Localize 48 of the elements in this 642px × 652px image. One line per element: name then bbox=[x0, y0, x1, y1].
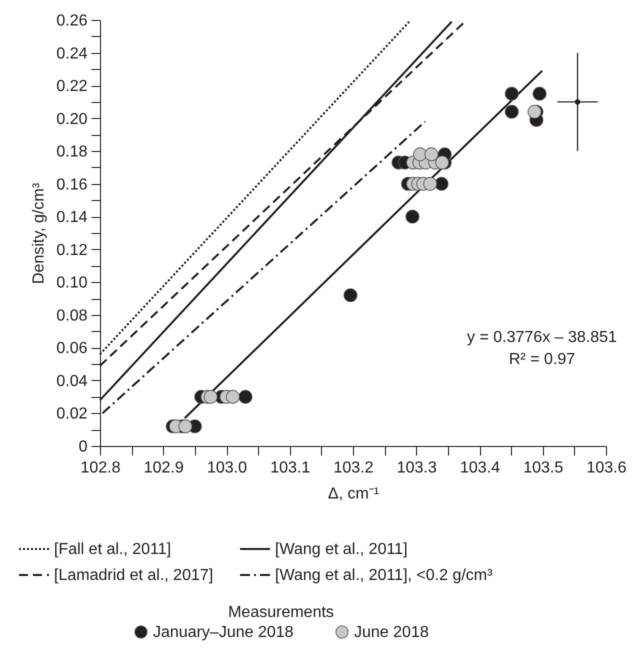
x-tick-label: 102.9 bbox=[144, 460, 184, 476]
point bbox=[435, 156, 450, 170]
point bbox=[434, 176, 448, 191]
y-tick-label: 0.18 bbox=[56, 144, 88, 161]
y-tick-label: 0.22 bbox=[56, 78, 88, 96]
point bbox=[344, 288, 358, 302]
x-tick-label: 103.3 bbox=[396, 460, 437, 476]
legend-label: [Wang et al., 2011], <0.2 g/cm³ bbox=[275, 567, 494, 584]
point bbox=[413, 147, 427, 162]
annotation: y = 0.3776x – 38.851 bbox=[467, 329, 618, 346]
point bbox=[406, 210, 420, 224]
legend-title: Measurements bbox=[228, 604, 334, 621]
y-tick-label: 0.04 bbox=[56, 372, 88, 390]
y-axis-title: Density, g/cm³ bbox=[30, 182, 48, 284]
y-tick-label: 0.20 bbox=[56, 110, 88, 128]
legend-label: [Wang et al., 2011] bbox=[275, 541, 408, 558]
point bbox=[226, 390, 240, 404]
point bbox=[504, 104, 519, 119]
x-tick-label: 103.2 bbox=[333, 460, 374, 476]
annotation: R² = 0.97 bbox=[508, 351, 576, 368]
legend-label: June 2018 bbox=[354, 624, 429, 641]
point bbox=[424, 147, 438, 162]
point bbox=[178, 419, 192, 434]
y-tick-label: 0.10 bbox=[56, 274, 88, 292]
point bbox=[423, 176, 438, 191]
y-tick-label: 0.06 bbox=[56, 340, 88, 358]
y-tick-label: 0.12 bbox=[56, 242, 88, 259]
x-tick-label: 103.5 bbox=[523, 460, 564, 476]
x-tick-label: 103.4 bbox=[460, 460, 500, 476]
point bbox=[204, 390, 218, 404]
x-tick-label: 103.1 bbox=[270, 460, 310, 476]
y-tick-label: 0 bbox=[78, 438, 88, 456]
legend-label: [Fall et al., 2011] bbox=[54, 541, 172, 558]
x-tick-label: 102.8 bbox=[80, 460, 121, 476]
y-tick-label: 0.08 bbox=[56, 307, 88, 324]
point bbox=[532, 86, 547, 101]
y-tick-label: 0.26 bbox=[56, 12, 88, 30]
y-tick-label: 0.14 bbox=[56, 209, 88, 226]
y-tick-label: 0.02 bbox=[56, 406, 88, 423]
x-tick-label: 103.6 bbox=[586, 460, 627, 476]
x-axis-title: Δ, cm⁻¹ bbox=[328, 486, 380, 502]
y-tick-label: 0.24 bbox=[56, 45, 88, 62]
y-tick-label: 0.16 bbox=[56, 176, 88, 194]
point bbox=[504, 86, 519, 101]
legend-label: January–June 2018 bbox=[153, 624, 294, 641]
x-tick-label: 103.0 bbox=[206, 460, 248, 476]
point bbox=[238, 390, 252, 404]
legend-label: [Lamadrid et al., 2017] bbox=[54, 567, 214, 584]
